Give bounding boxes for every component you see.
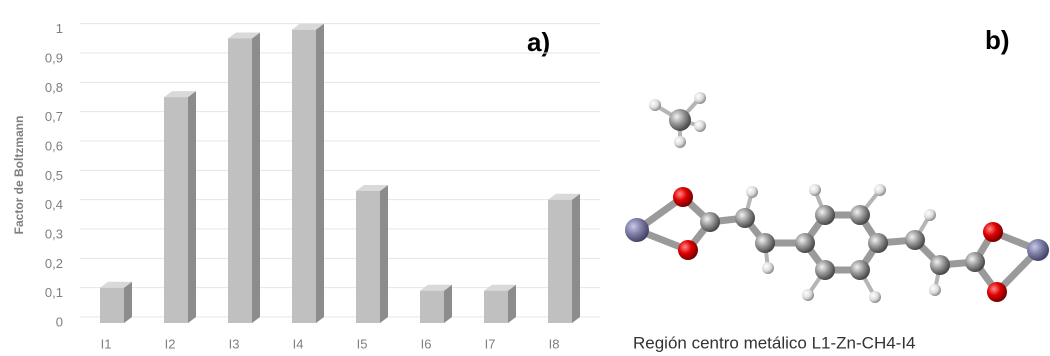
x-tick-label: I7 — [485, 336, 496, 351]
caption: Región centro metálico L1-Zn-CH4-I4 — [633, 333, 916, 352]
y-tick-label: 0,6 — [45, 138, 63, 153]
bar-side — [572, 194, 580, 323]
bar — [484, 291, 508, 323]
bar-side — [188, 91, 196, 323]
bar-side — [124, 282, 132, 323]
x-tick-label: I6 — [421, 336, 432, 351]
bar — [548, 200, 572, 323]
bar-side — [252, 32, 260, 323]
panel-label: a) — [527, 27, 550, 57]
y-tick-label: 0,2 — [45, 256, 63, 271]
bar — [292, 30, 316, 323]
bar-side — [316, 24, 324, 323]
bar — [356, 191, 380, 323]
x-tick-label: I4 — [293, 336, 304, 351]
bar — [164, 97, 188, 323]
bar-side — [444, 285, 452, 323]
bar — [228, 38, 252, 323]
y-tick-label: 0,9 — [45, 50, 63, 65]
y-tick-label: 0,7 — [45, 109, 63, 124]
y-tick-label: 0,4 — [45, 197, 63, 212]
molecule — [625, 92, 1049, 303]
x-tick-label: I3 — [229, 336, 240, 351]
bar-side — [508, 285, 516, 323]
y-axis-title: Factor de Boltzmann — [12, 116, 26, 235]
x-tick-label: I5 — [357, 336, 368, 351]
y-tick-label: 0,5 — [45, 168, 63, 183]
y-tick-label: 0 — [56, 314, 63, 329]
x-tick-label: I2 — [165, 336, 176, 351]
y-tick-label: 0,1 — [45, 285, 63, 300]
panel-label: b) — [985, 25, 1010, 55]
bar-chart: Factor de Boltzmann a) 0 0,1 0,2 0,3 0,4 0,5 0… — [12, 21, 600, 351]
x-tick-label: I8 — [549, 336, 560, 351]
y-tick-label: 0,8 — [45, 80, 63, 95]
figure: Factor de Boltzmann a) 0 0,1 0,2 0,3 0,4 0,5 0… — [0, 0, 1050, 356]
bar — [100, 288, 124, 323]
bar — [420, 291, 444, 323]
x-tick-label: I1 — [101, 336, 112, 351]
y-tick-label: 1 — [56, 21, 63, 36]
bar-side — [380, 185, 388, 323]
y-tick-label: 0,3 — [45, 226, 63, 241]
